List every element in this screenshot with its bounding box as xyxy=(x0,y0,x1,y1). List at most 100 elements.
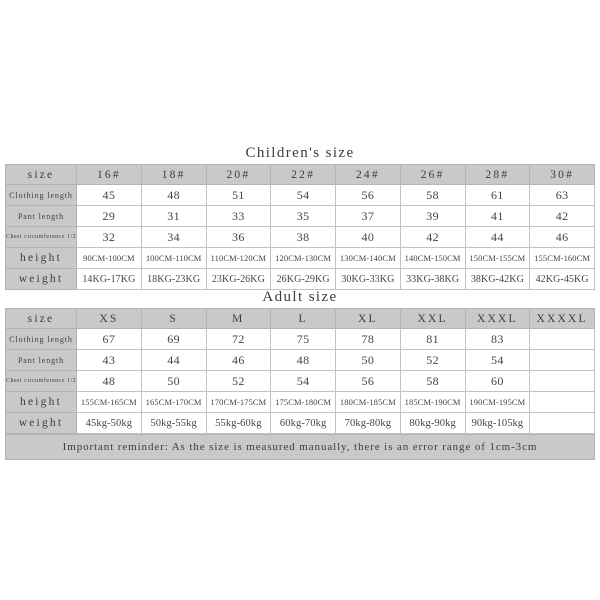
adult-cell xyxy=(529,370,595,392)
adult-cell xyxy=(529,412,595,434)
adult-cell: 180CM-185CM xyxy=(335,391,401,413)
children-table-row: Pant length 29 31 33 35 37 39 41 42 xyxy=(5,205,595,227)
children-column-header: 18# xyxy=(140,164,207,185)
adult-row-label: height xyxy=(5,391,77,413)
adult-cell: 48 xyxy=(270,349,336,371)
children-cell: 18KG-23KG xyxy=(140,268,207,290)
children-cell: 120CM-130CM xyxy=(270,247,336,269)
adult-cell: 81 xyxy=(399,328,466,350)
important-reminder-bar: Important reminder: As the size is measu… xyxy=(5,434,595,460)
adult-table-row: Chest circumference 1/2 48 50 52 54 56 58 60 xyxy=(5,370,595,392)
children-header-row: size 16# 18# 20# 22# 24# 26# 28# 30# xyxy=(5,164,595,185)
adult-column-header: XS xyxy=(76,308,142,329)
adult-table-row: Clothing length 67 69 72 75 78 81 83 xyxy=(5,328,595,350)
adult-column-header: XL xyxy=(335,308,401,329)
adult-cell: 72 xyxy=(205,328,272,350)
important-reminder-text: Important reminder: As the size is measu… xyxy=(62,441,538,453)
adult-row-label: Pant length xyxy=(5,349,77,371)
adult-cell: 50 xyxy=(140,370,207,392)
adult-cell: 54 xyxy=(464,349,531,371)
children-cell: 46 xyxy=(529,226,595,248)
children-cell: 140CM-150CM xyxy=(399,247,466,269)
adult-cell: 60kg-70kg xyxy=(270,412,336,434)
adult-cell: 80kg-90kg xyxy=(399,412,466,434)
adult-cell: 60 xyxy=(464,370,531,392)
children-cell: 33 xyxy=(205,205,272,227)
children-cell: 32 xyxy=(76,226,142,248)
children-cell: 48 xyxy=(140,184,207,206)
adult-cell xyxy=(529,349,595,371)
children-table-row: weight 14KG-17KG 18KG-23KG 23KG-26KG 26KG-29… xyxy=(5,268,595,290)
adult-column-header: S xyxy=(140,308,207,329)
children-cell: 42 xyxy=(399,226,466,248)
adult-table-row: weight 45kg-50kg 50kg-55kg 55kg-60kg 60kg-70… xyxy=(5,412,595,434)
adult-cell: 69 xyxy=(140,328,207,350)
adult-cell: 55kg-60kg xyxy=(205,412,272,434)
adult-cell: 58 xyxy=(399,370,466,392)
adult-cell: 50 xyxy=(335,349,401,371)
children-row-label: Clothing length xyxy=(5,184,77,206)
adult-cell: 175CM-180CM xyxy=(270,391,336,413)
children-cell: 155CM-160CM xyxy=(529,247,595,269)
adult-cell: 45kg-50kg xyxy=(76,412,142,434)
adult-table-row: height 155CM-165CM 165CM-170CM 170CM-175CM 1… xyxy=(5,391,595,413)
adult-cell: 78 xyxy=(335,328,401,350)
adult-cell: 165CM-170CM xyxy=(140,391,207,413)
children-cell: 61 xyxy=(464,184,531,206)
children-cell: 58 xyxy=(399,184,466,206)
children-cell: 42KG-45KG xyxy=(529,268,595,290)
children-column-header: 30# xyxy=(529,164,595,185)
adult-table-title: Adult size xyxy=(262,289,338,305)
adult-cell: 75 xyxy=(270,328,336,350)
children-cell: 38 xyxy=(270,226,336,248)
children-row-label-header: size xyxy=(5,164,77,185)
adult-row-label-header: size xyxy=(5,308,77,329)
children-cell: 130CM-140CM xyxy=(335,247,401,269)
adult-column-header: XXXXL xyxy=(529,308,595,329)
children-cell: 38KG-42KG xyxy=(464,268,531,290)
adult-row-label: weight xyxy=(5,412,77,434)
adult-cell: 54 xyxy=(270,370,336,392)
children-cell: 100CM-110CM xyxy=(140,247,207,269)
children-row-label: height xyxy=(5,247,77,269)
children-column-header: 22# xyxy=(270,164,336,185)
children-cell: 54 xyxy=(270,184,336,206)
children-column-header: 28# xyxy=(464,164,531,185)
adult-cell: 50kg-55kg xyxy=(140,412,207,434)
children-row-label: weight xyxy=(5,268,77,290)
adult-header-row: size XS S M L XL XXL XXXL XXXXL xyxy=(5,308,595,329)
adult-cell: 46 xyxy=(205,349,272,371)
adult-column-header: XXL xyxy=(399,308,466,329)
children-cell: 29 xyxy=(76,205,142,227)
children-cell: 36 xyxy=(205,226,272,248)
adult-cell: 43 xyxy=(76,349,142,371)
children-column-header: 26# xyxy=(399,164,466,185)
children-cell: 40 xyxy=(335,226,401,248)
adult-cell: 155CM-165CM xyxy=(76,391,142,413)
children-column-header: 20# xyxy=(205,164,272,185)
adult-column-header: L xyxy=(270,308,336,329)
children-cell: 31 xyxy=(140,205,207,227)
adult-cell: 67 xyxy=(76,328,142,350)
adult-size-table: size XS S M L XL XXL XXXL XXXXL Clothing length 67… xyxy=(5,308,595,434)
adult-table-row: Pant length 43 44 46 48 50 52 54 xyxy=(5,349,595,371)
children-cell: 37 xyxy=(335,205,401,227)
children-table-row: height 90CM-100CM 100CM-110CM 110CM-120CM 12… xyxy=(5,247,595,269)
adult-cell: 70kg-80kg xyxy=(335,412,401,434)
children-cell: 56 xyxy=(335,184,401,206)
children-table-row: Chest circumference 1/2 32 34 36 38 40 42 44 46 xyxy=(5,226,595,248)
adult-cell: 170CM-175CM xyxy=(205,391,272,413)
children-cell: 34 xyxy=(140,226,207,248)
children-table-title: Children's size xyxy=(245,145,355,161)
adult-cell xyxy=(529,328,595,350)
adult-cell: 48 xyxy=(76,370,142,392)
children-cell: 150CM-155CM xyxy=(464,247,531,269)
children-cell: 51 xyxy=(205,184,272,206)
children-cell: 23KG-26KG xyxy=(205,268,272,290)
adult-cell: 52 xyxy=(205,370,272,392)
adult-cell: 90kg-105kg xyxy=(464,412,531,434)
children-cell: 42 xyxy=(529,205,595,227)
children-cell: 39 xyxy=(399,205,466,227)
adult-cell xyxy=(529,391,595,413)
